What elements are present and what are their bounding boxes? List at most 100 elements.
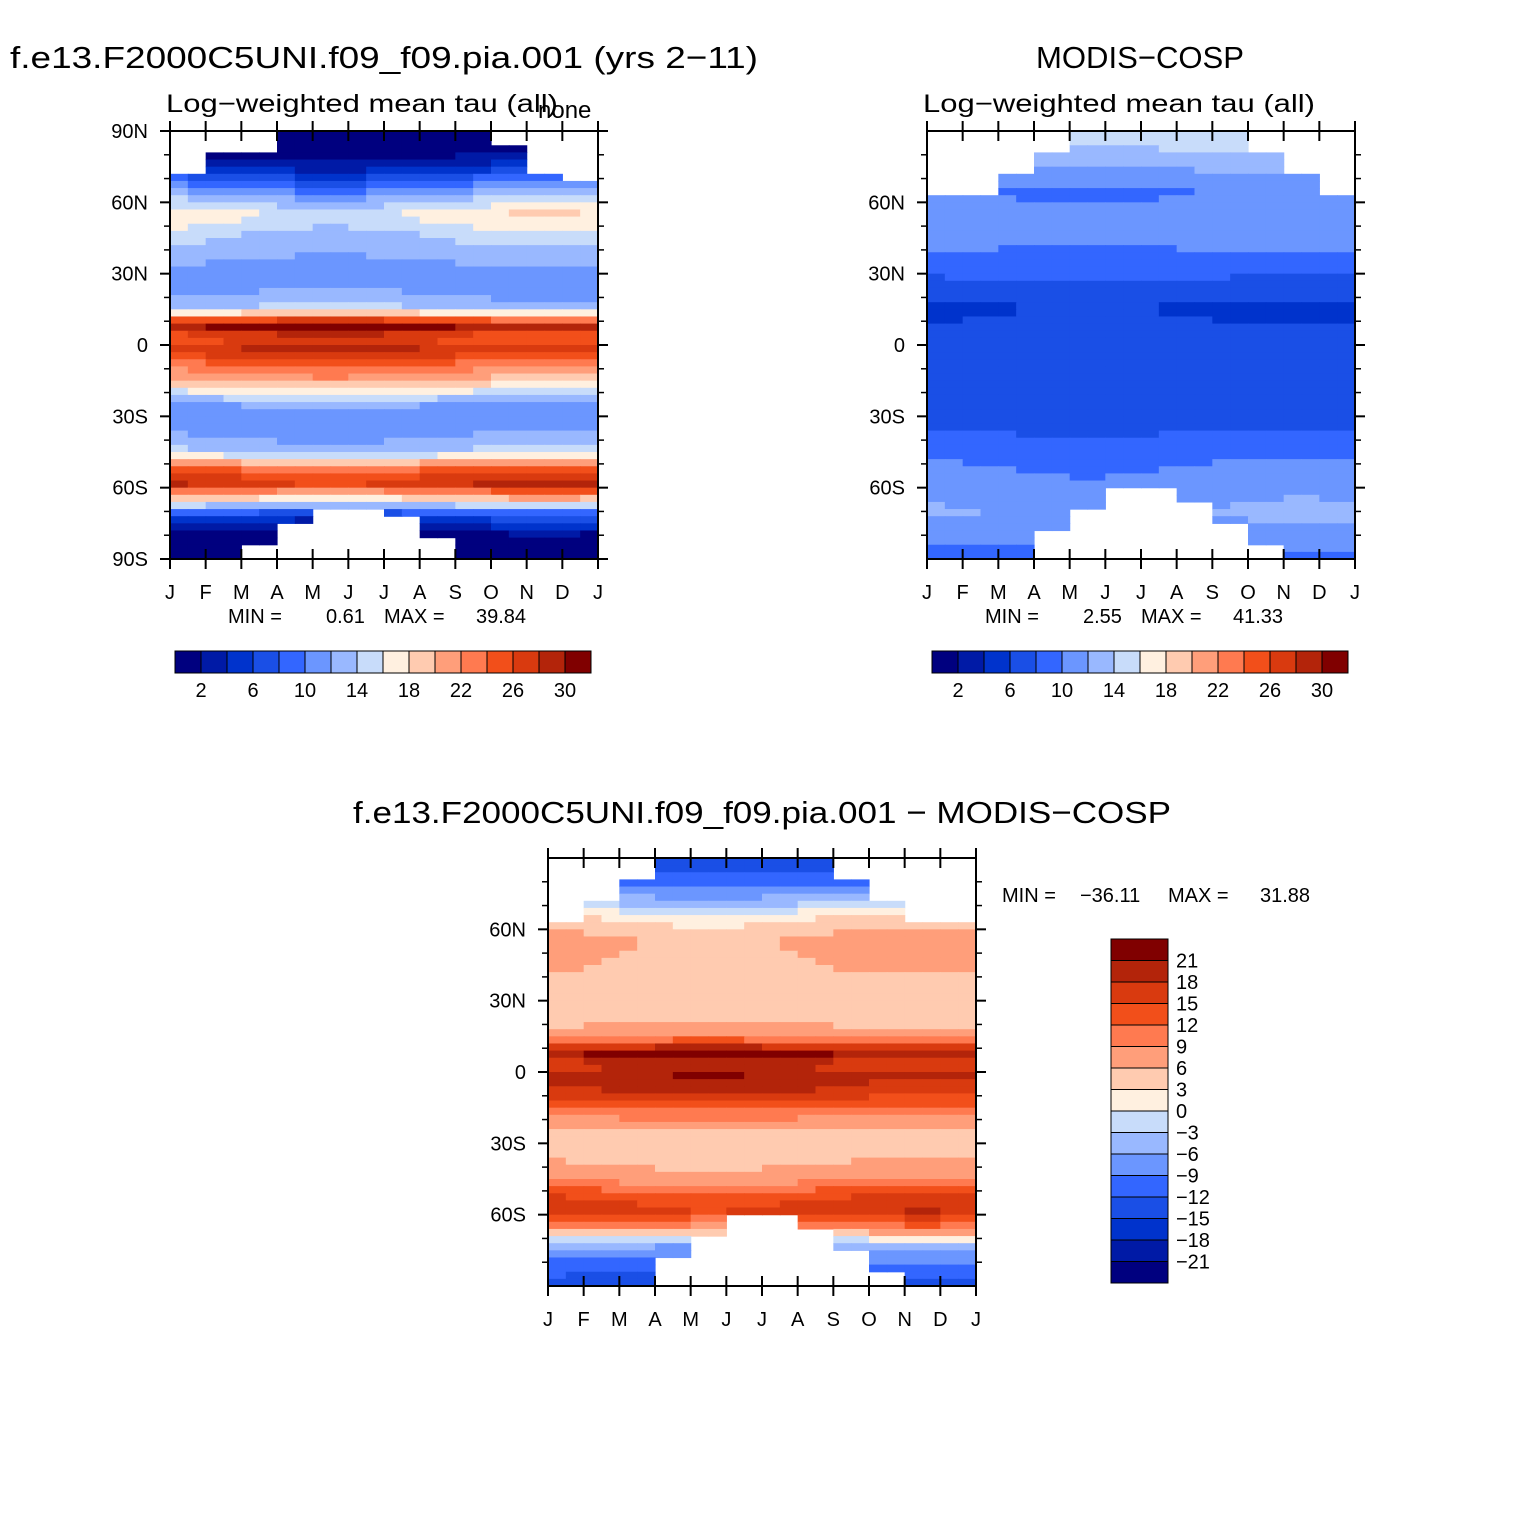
field-cell (726, 915, 745, 923)
field-cell (526, 416, 546, 425)
field-cell (833, 893, 852, 902)
field-cell (312, 295, 332, 303)
field-cell (580, 195, 599, 203)
field-cell (544, 266, 563, 275)
field-cell (455, 309, 474, 318)
field-cell (583, 1164, 603, 1173)
field-cell (384, 359, 403, 367)
field-cell (205, 473, 225, 482)
field-cell (940, 1271, 959, 1280)
field-cell (851, 1114, 870, 1123)
field-cell (637, 1093, 656, 1102)
field-cell (851, 1186, 870, 1194)
field-cell (330, 323, 349, 332)
field-cell (619, 1221, 638, 1230)
field-cell (851, 922, 870, 930)
field-cell (1069, 423, 1089, 432)
field-cell (1176, 480, 1196, 489)
field-cell (259, 330, 278, 339)
field-cell (672, 1057, 692, 1066)
field-cell (583, 929, 603, 938)
field-cell (384, 273, 403, 282)
field-cell (962, 366, 982, 375)
field-cell (637, 943, 656, 952)
field-cell (904, 936, 924, 945)
field-cell (1123, 466, 1142, 474)
field-cell (491, 352, 510, 360)
field-cell (980, 387, 999, 396)
field-cell (401, 266, 421, 275)
field-cell (1212, 302, 1231, 310)
field-cell (1265, 516, 1285, 524)
field-cell (187, 509, 207, 517)
field-cell (922, 972, 941, 980)
field-cell (170, 345, 189, 353)
field-cell (1212, 323, 1231, 332)
field-cell (583, 1264, 603, 1273)
field-cell (922, 1179, 941, 1187)
field-cell (455, 394, 474, 403)
field-cell (1194, 494, 1213, 503)
field-cell (1248, 352, 1267, 360)
field-cell (223, 209, 242, 218)
field-cell (562, 366, 581, 375)
y-tick-label: 60N (111, 192, 148, 214)
field-cell (1301, 295, 1320, 303)
field-cell (1016, 387, 1035, 396)
field-cell (419, 494, 439, 503)
field-cell (1230, 466, 1249, 474)
field-cell (1123, 188, 1142, 196)
field-cell (1337, 402, 1356, 410)
field-cell (419, 159, 439, 168)
field-cell (583, 1036, 603, 1045)
field-cell (1016, 266, 1035, 275)
field-cell (583, 907, 603, 916)
field-cell (1337, 230, 1356, 239)
field-cell (1051, 209, 1071, 218)
field-cell (833, 1086, 852, 1094)
field-cell (223, 316, 242, 325)
field-cell (1105, 273, 1124, 282)
field-cell (1176, 138, 1196, 146)
field-cell (580, 266, 599, 275)
field-cell (869, 1107, 888, 1116)
field-cell (708, 1207, 727, 1216)
field-cell (797, 1129, 817, 1137)
field-cell (1158, 195, 1178, 203)
field-cell (312, 216, 332, 225)
field-cell (708, 1043, 727, 1052)
field-cell (886, 1179, 906, 1187)
field-cell (1283, 494, 1303, 503)
field-cell (1319, 501, 1338, 510)
field-cell (1301, 202, 1320, 211)
field-cell (779, 1164, 799, 1173)
field-cell (762, 1036, 781, 1045)
field-cell (927, 466, 946, 474)
field-cell (637, 1100, 656, 1109)
field-cell (886, 1100, 906, 1109)
field-cell (259, 316, 278, 325)
field-cell (944, 387, 964, 396)
field-cell (259, 152, 278, 161)
x-tick-label: O (483, 582, 499, 604)
field-cell (294, 195, 314, 203)
field-cell (1051, 437, 1071, 446)
field-cell (655, 1100, 674, 1109)
field-cell (744, 965, 763, 973)
field-cell (672, 1171, 692, 1180)
field-cell (170, 480, 189, 489)
field-cell (1069, 195, 1089, 203)
field-cell (1212, 352, 1231, 360)
field-cell (1301, 373, 1320, 382)
field-cell (922, 1221, 941, 1230)
field-cell (241, 366, 260, 375)
field-cell (565, 1200, 585, 1209)
field-cell (690, 922, 710, 930)
field-cell (1194, 416, 1213, 425)
field-cell (927, 280, 946, 289)
field-cell (223, 345, 242, 353)
field-cell (904, 972, 924, 980)
field-cell (312, 487, 332, 496)
field-cell (1301, 423, 1320, 432)
field-cell (508, 444, 528, 453)
